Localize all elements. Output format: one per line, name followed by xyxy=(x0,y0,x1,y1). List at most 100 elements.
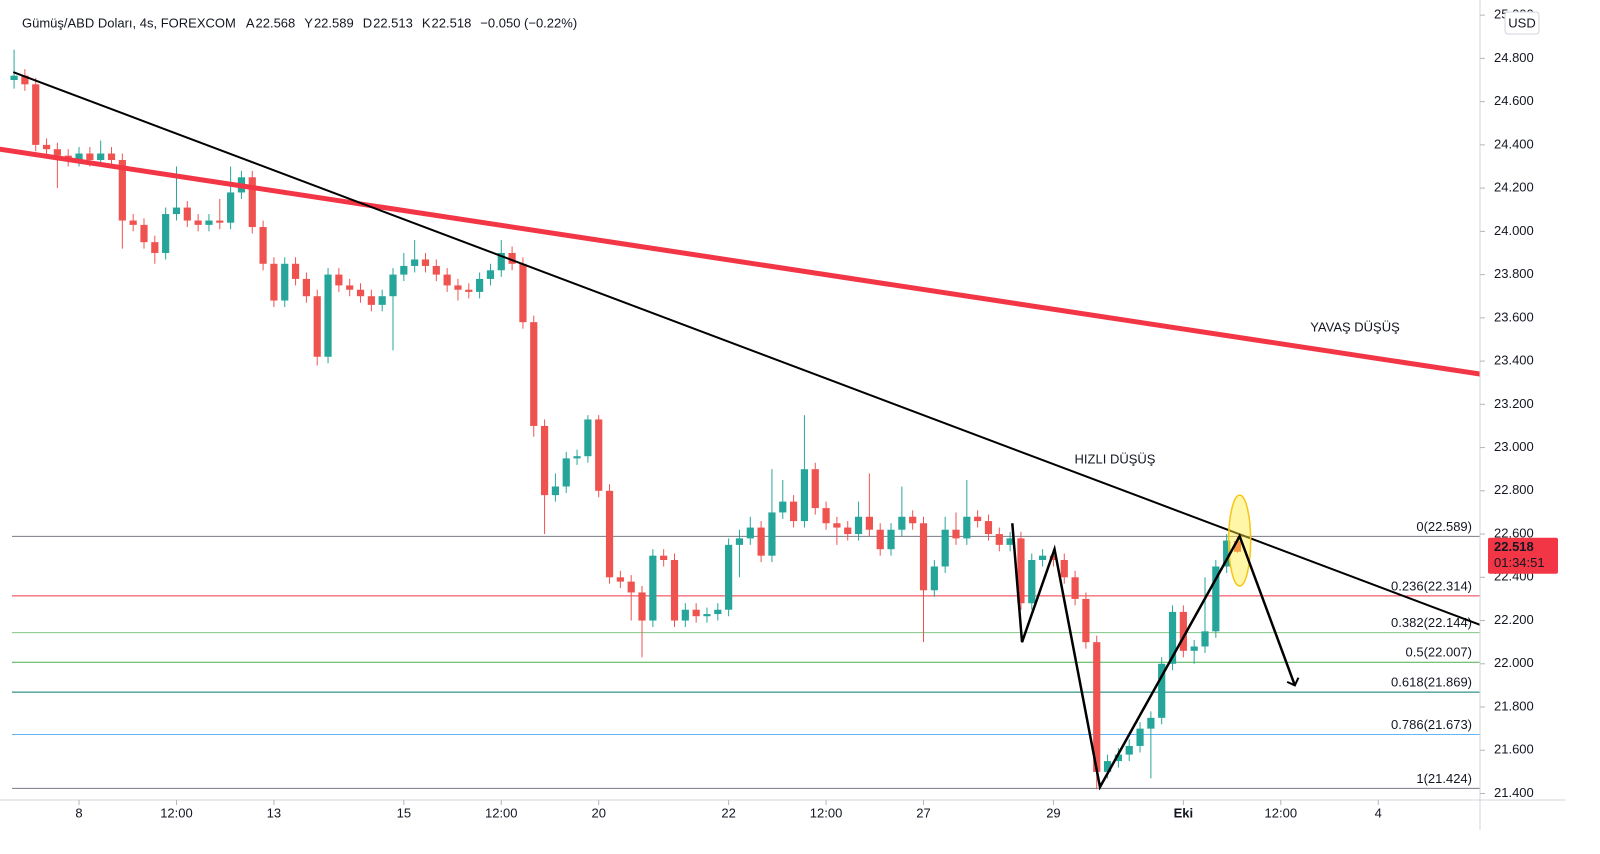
candle-body xyxy=(1212,566,1220,632)
annotation: HIZLI DÜŞÜŞ xyxy=(1075,451,1156,466)
x-tick-label: 12:00 xyxy=(485,805,518,820)
candle-body xyxy=(941,529,949,567)
y-tick-label: 22.000 xyxy=(1494,655,1534,670)
candle-body xyxy=(876,529,884,550)
field-key: K xyxy=(422,15,431,30)
candle-body xyxy=(703,614,711,617)
change: −0.050 (−0.22%) xyxy=(480,15,577,30)
candle-body xyxy=(259,227,267,264)
currency: USD xyxy=(1508,15,1535,30)
price-countdown: 01:34:51 xyxy=(1494,555,1545,570)
candle-body xyxy=(194,220,202,225)
x-tick-label: Eki xyxy=(1174,805,1194,820)
candle-body xyxy=(367,296,375,305)
candle-body xyxy=(1093,642,1101,772)
candle-body xyxy=(1071,577,1079,599)
y-tick-label: 23.600 xyxy=(1494,309,1534,324)
candle-body xyxy=(432,265,440,275)
candle-body xyxy=(378,296,386,305)
x-tick-label: 4 xyxy=(1375,805,1382,820)
symbol: Gümüş/ABD Doları, 4s, FOREXCOM xyxy=(22,15,236,30)
candle-body xyxy=(768,512,776,556)
candle-body xyxy=(681,609,689,621)
candle-body xyxy=(551,486,560,496)
candle-body xyxy=(118,160,126,221)
fib-label: 0.786(21.673) xyxy=(1391,717,1472,732)
candle-body xyxy=(53,149,61,156)
candle-body xyxy=(508,252,516,264)
candle-body xyxy=(346,285,354,290)
candle-body xyxy=(1114,754,1122,762)
header: Gümüş/ABD Doları, 4s, FOREXCOM A 22.568 Y 22… xyxy=(22,15,577,30)
y-tick-label: 24.200 xyxy=(1494,180,1534,195)
fib-label: 1(21.424) xyxy=(1416,771,1472,786)
field-value: 22.518 xyxy=(432,15,472,30)
y-tick-label: 21.600 xyxy=(1494,742,1534,757)
field-value: 22.568 xyxy=(256,15,296,30)
highlight-ellipse xyxy=(1227,494,1252,587)
y-tick-label: 22.600 xyxy=(1494,525,1534,540)
candle-body xyxy=(1049,555,1058,560)
candle-body xyxy=(692,609,700,617)
candle-body xyxy=(356,289,365,297)
y-tick-label: 24.000 xyxy=(1494,223,1534,238)
candle-body xyxy=(519,263,527,323)
candle-body xyxy=(1028,560,1036,604)
candle-body xyxy=(281,263,289,301)
candle-body xyxy=(1082,598,1090,643)
candle-body xyxy=(400,265,408,275)
y-tick-label: 24.600 xyxy=(1494,93,1534,108)
candle-body xyxy=(1168,611,1177,664)
candle-body xyxy=(291,263,300,279)
candle-body xyxy=(1060,560,1068,578)
candle-body xyxy=(530,322,538,426)
candle-body xyxy=(725,544,733,610)
candle-body xyxy=(930,566,938,591)
field-key: D xyxy=(363,15,372,30)
y-tick-label: 23.000 xyxy=(1494,439,1534,454)
candle-body xyxy=(649,555,657,621)
currency-badge xyxy=(1504,11,1540,35)
candle-body xyxy=(302,278,310,297)
fib-label: 0.382(22.144) xyxy=(1391,615,1472,630)
candle-body xyxy=(1136,728,1144,746)
candle-body xyxy=(411,259,419,266)
candle-body xyxy=(919,523,928,591)
y-tick-label: 23.200 xyxy=(1494,396,1534,411)
candle-body xyxy=(86,153,94,160)
plot-area: 0(22.589) 0.236(22.314) 0.382(22.144) 0.5(2… xyxy=(0,49,1480,791)
x-tick-label: 12:00 xyxy=(160,805,193,820)
field-key: A xyxy=(246,15,255,30)
x-tick-label: 12:00 xyxy=(1265,805,1298,820)
x-tick-label: 8 xyxy=(75,805,82,820)
candle-body xyxy=(443,274,451,286)
candle-body xyxy=(898,516,906,530)
candle-body xyxy=(107,153,116,160)
x-tick-label: 13 xyxy=(267,805,281,820)
x-tick-label: 20 xyxy=(591,805,605,820)
candle-body xyxy=(1201,631,1209,647)
candle-body xyxy=(162,214,170,253)
candle-body xyxy=(10,75,18,80)
candle-body xyxy=(605,490,614,578)
price-label: 22.518 xyxy=(1494,539,1534,554)
candle-body xyxy=(854,516,863,535)
candle-body xyxy=(1147,717,1155,729)
candle-body xyxy=(1103,761,1112,772)
candle-body xyxy=(573,456,581,459)
candle-body xyxy=(389,274,397,297)
fib-label: 0.236(22.314) xyxy=(1391,578,1472,593)
candle-body xyxy=(172,207,181,215)
axes: 21.40021.60021.80022.00022.20022.40022.6… xyxy=(0,0,1565,830)
zigzag xyxy=(1011,523,1300,791)
y-tick-label: 24.400 xyxy=(1494,136,1534,151)
candle-body xyxy=(1190,646,1198,651)
x-tick-label: 29 xyxy=(1046,805,1060,820)
candle-body xyxy=(270,263,278,301)
annotation: YAVAŞ DÜŞÜŞ xyxy=(1310,319,1400,334)
candle-body xyxy=(227,192,235,223)
candle-body xyxy=(248,177,256,228)
candle-body xyxy=(660,555,668,560)
